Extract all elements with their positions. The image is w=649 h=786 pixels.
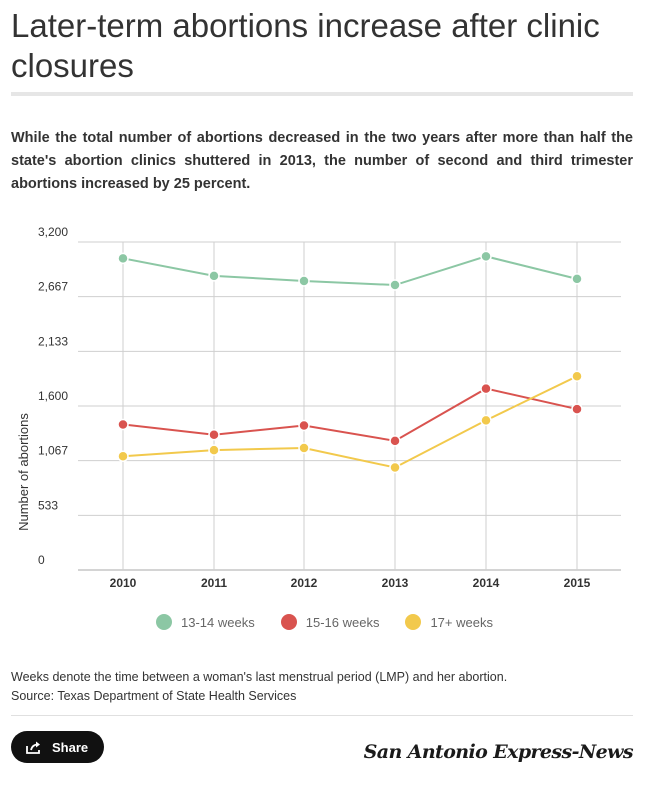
data-point[interactable]	[571, 370, 583, 383]
legend-label: 15-16 weeks	[305, 614, 380, 630]
footer-divider	[11, 715, 633, 716]
share-button[interactable]: Share	[11, 731, 104, 763]
x-tick-label: 2010	[110, 576, 137, 590]
data-point[interactable]	[117, 252, 129, 265]
data-point[interactable]	[571, 403, 583, 415]
chart-source: Source: Texas Department of State Health…	[11, 689, 297, 703]
legend-swatch	[405, 614, 422, 630]
data-point[interactable]	[298, 442, 310, 454]
data-point[interactable]	[389, 435, 401, 447]
data-point[interactable]	[208, 428, 220, 441]
data-point[interactable]	[117, 450, 129, 462]
data-point[interactable]	[117, 418, 129, 431]
series-line	[122, 387, 578, 442]
data-point[interactable]	[389, 279, 401, 291]
data-point[interactable]	[480, 414, 492, 427]
x-tick-label: 2013	[382, 576, 409, 590]
legend-swatch	[156, 614, 173, 630]
chart-subtitle: While the total number of abortions decr…	[11, 130, 633, 192]
legend-swatch	[280, 614, 297, 630]
x-tick-label: 2012	[291, 576, 318, 590]
share-label: Share	[52, 739, 89, 755]
data-point[interactable]	[298, 419, 310, 432]
data-point[interactable]	[208, 270, 220, 282]
chart-title: Later-term abortions increase after clin…	[11, 7, 600, 84]
data-point[interactable]	[389, 461, 401, 474]
brand-logo[interactable]: San Antonio Express-News	[363, 741, 634, 763]
x-tick-label: 2011	[201, 576, 227, 590]
y-tick-label: 533	[38, 498, 58, 512]
y-tick-label: 3,200	[38, 225, 68, 239]
y-tick-label: 1,067	[38, 444, 68, 458]
title-divider	[11, 92, 633, 96]
y-axis-label: Number of abortions	[16, 413, 31, 531]
x-axis-ticks: 2010 2011 2012 2013 2014 2015	[110, 576, 591, 590]
legend-item[interactable]: 17+ weeks	[405, 614, 493, 630]
y-axis-ticks: 0 533 1,067 1,600 2,133 2,667 3,200	[38, 225, 68, 567]
data-point[interactable]	[571, 273, 583, 285]
y-tick-label: 2,133	[38, 334, 68, 348]
y-tick-label: 2,667	[38, 280, 68, 294]
x-tick-label: 2014	[473, 576, 500, 590]
share-icon	[25, 740, 42, 755]
chart-legend: 13-14 weeks 15-16 weeks 17+ weeks	[0, 614, 649, 630]
legend-item[interactable]: 15-16 weeks	[280, 614, 380, 630]
data-point[interactable]	[480, 382, 492, 395]
y-tick-label: 1,600	[38, 389, 68, 403]
x-tick-label: 2015	[564, 576, 591, 590]
y-tick-label: 0	[38, 553, 45, 567]
data-point[interactable]	[208, 444, 220, 456]
series-line	[122, 255, 578, 287]
legend-label: 17+ weeks	[430, 614, 493, 630]
legend-label: 13-14 weeks	[181, 614, 255, 630]
chart-note: Weeks denote the time between a woman's …	[11, 670, 508, 684]
data-point[interactable]	[480, 250, 492, 263]
legend-item[interactable]: 13-14 weeks	[156, 614, 255, 630]
series-line	[122, 375, 578, 469]
data-point[interactable]	[298, 275, 310, 287]
chart-series	[117, 250, 583, 474]
chart-grid	[78, 241, 621, 571]
